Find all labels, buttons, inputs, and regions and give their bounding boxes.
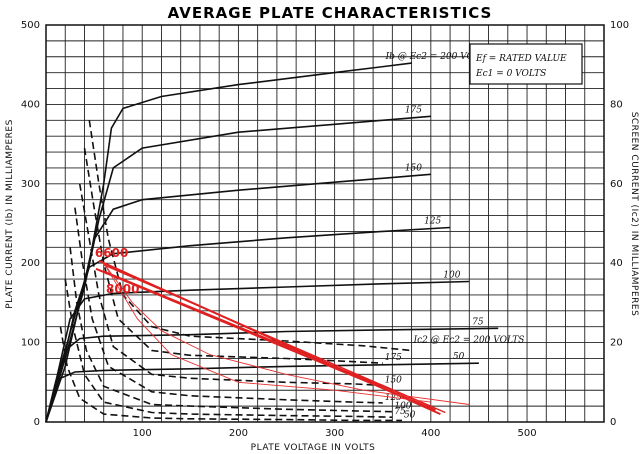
x-tick-label: 300: [325, 428, 344, 439]
load-line: [95, 267, 436, 412]
y-tick-label-right: 40: [610, 258, 623, 269]
y-tick-label-right: 80: [610, 99, 623, 110]
legend-item: Ec1 = 0 VOLTS: [475, 69, 546, 79]
y-tick-label-left: 0: [34, 417, 40, 428]
screen-curve: [78, 183, 383, 387]
y-tick-label-left: 200: [21, 258, 40, 269]
tick-labels: 100 200 300 400 500 0 100 200 300 400 500 0 20 40 60 80…: [21, 20, 629, 439]
chart-title: AVERAGE PLATE CHARACTERISTICS: [168, 4, 493, 22]
load-line-extra: [103, 264, 446, 414]
plate-curve: [45, 362, 479, 423]
screen-curve-label: 150: [385, 375, 402, 385]
y-tick-label-right: 100: [610, 20, 629, 31]
y-tick-label-left: 500: [21, 20, 40, 31]
plot-frame: [45, 24, 605, 423]
screen-curve: [83, 147, 383, 364]
plot-border: [45, 24, 605, 423]
x-axis-label: PLATE VOLTAGE IN VOLTS: [251, 443, 376, 453]
plate-curve-label: 125: [424, 216, 441, 226]
plate-curve-label: 100: [443, 270, 460, 280]
legend-item: Ef = RATED VALUE: [475, 54, 567, 64]
y-tick-label-left: 100: [21, 338, 40, 349]
plate-curve: [45, 173, 431, 423]
plate-curve-label: 50: [453, 352, 465, 362]
plate-curve-label: 150: [405, 163, 422, 173]
y-tick-label-right: 0: [610, 417, 616, 428]
plate-curve-label: 75: [472, 317, 484, 327]
screen-curve: [69, 247, 393, 413]
screen-curve-label: 75: [394, 407, 406, 417]
y-axis-label-right: SCREEN CURRENT (Ic2) IN MILLIAMPERES: [629, 112, 639, 317]
load-line-label: 8000: [106, 282, 139, 296]
screen-curve-label: 100: [394, 402, 411, 412]
y-tick-label-right: 20: [610, 338, 623, 349]
y-axis-label-left: PLATE CURRENT (Ib) IN MILLIAMPERES: [5, 119, 15, 309]
y-tick-label-right: 60: [610, 179, 623, 190]
plate-curve: [45, 327, 499, 423]
load-lines: 6600 8000: [95, 246, 470, 416]
y-tick-label-left: 300: [21, 179, 40, 190]
plate-curves: [45, 62, 499, 423]
load-line-extra: [103, 270, 432, 407]
x-tick-label: 500: [517, 428, 536, 439]
screen-curve: [64, 278, 393, 418]
y-tick-label-left: 400: [21, 99, 40, 110]
screen-curve-label: 50: [404, 410, 416, 420]
legend: Ef = RATED VALUE Ec1 = 0 VOLTS: [469, 43, 583, 85]
plate-curve-label: Ib @ Ec2 = 200 VOLTS: [385, 52, 492, 62]
screen-curve-label: 125: [385, 393, 402, 403]
x-tick-label: 100: [133, 428, 152, 439]
x-tick-label: 400: [421, 428, 440, 439]
screen-curve-label: 175: [385, 353, 402, 363]
screen-curve: [59, 326, 402, 422]
screen-curve: [88, 120, 412, 352]
load-line-label: 6600: [95, 246, 128, 260]
screen-curve-label: Ic2 @ Ec2 = 200 VOLTS: [413, 336, 525, 346]
screen-curves: [59, 120, 412, 422]
plate-curve: [45, 280, 470, 423]
screen-curve: [74, 207, 383, 404]
trace-curve: [103, 262, 431, 403]
curve-labels: Ib @ Ec2 = 200 VOLTS1751501251007550Ic2 …: [385, 52, 525, 420]
legend-box: [469, 43, 583, 85]
trace-curve: [103, 262, 470, 405]
plate-curve-label: 175: [405, 105, 422, 115]
x-tick-label: 200: [229, 428, 248, 439]
